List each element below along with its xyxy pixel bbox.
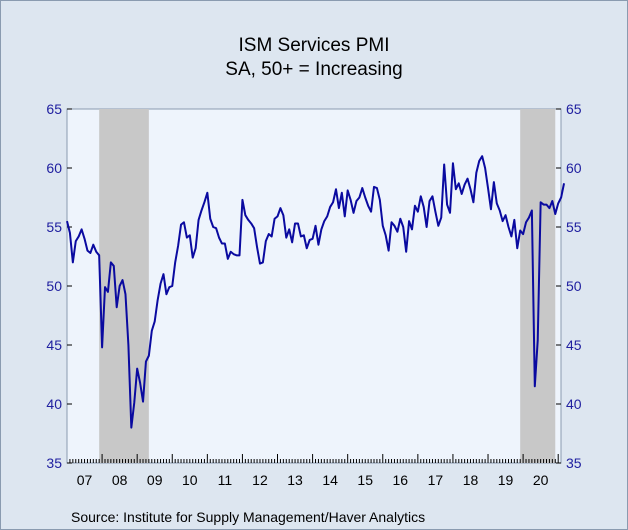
y-tick-label: 45	[46, 337, 62, 353]
x-tick-label: 18	[463, 472, 479, 488]
y-tick-label: 50	[46, 278, 62, 294]
x-tick-label: 10	[182, 472, 198, 488]
y-tick-label: 40	[566, 396, 582, 412]
x-axis: 07 08 09 10 11 12 13 14 15 16 17 18 19 20	[77, 472, 549, 488]
x-tick-label: 19	[498, 472, 514, 488]
y-axis-left: 35 40 45 50 55 60 65	[46, 101, 62, 471]
y-tick-label: 40	[46, 396, 62, 412]
y-tick-label: 65	[46, 101, 62, 117]
recession-shading	[99, 109, 556, 463]
y-tick-label: 55	[46, 219, 62, 235]
chart-subtitle: SA, 50+ = Increasing	[225, 59, 402, 80]
y-tick-label: 65	[566, 101, 582, 117]
series-layer	[66, 155, 566, 429]
x-tick-label: 09	[147, 472, 163, 488]
source-note: Source: Institute for Supply Management/…	[71, 509, 425, 525]
x-tick-label: 16	[393, 472, 409, 488]
y-tick-label: 35	[46, 455, 62, 471]
plot-area	[66, 108, 562, 464]
recession-band	[520, 109, 556, 463]
y-tick-label: 35	[566, 455, 582, 471]
y-tick-label: 50	[566, 278, 582, 294]
x-tick-label: 20	[533, 472, 549, 488]
x-tick-label: 13	[287, 472, 303, 488]
x-tick-label: 11	[218, 472, 233, 488]
y-tick-label: 60	[46, 160, 62, 176]
series-line	[66, 155, 566, 429]
x-tick-label: 17	[428, 472, 444, 488]
y-tick-label: 60	[566, 160, 582, 176]
x-tick-label: 14	[322, 472, 338, 488]
x-tick-label: 08	[112, 472, 128, 488]
x-tick-label: 12	[252, 472, 268, 488]
y-axis-right: 35 40 45 50 55 60 65	[566, 101, 582, 471]
chart-title: ISM Services PMI	[239, 35, 390, 56]
y-tick-label: 55	[566, 219, 582, 235]
x-tick-label: 07	[77, 472, 93, 488]
x-tick-label: 15	[357, 472, 373, 488]
y-tick-label: 45	[566, 337, 582, 353]
axes	[67, 108, 561, 464]
